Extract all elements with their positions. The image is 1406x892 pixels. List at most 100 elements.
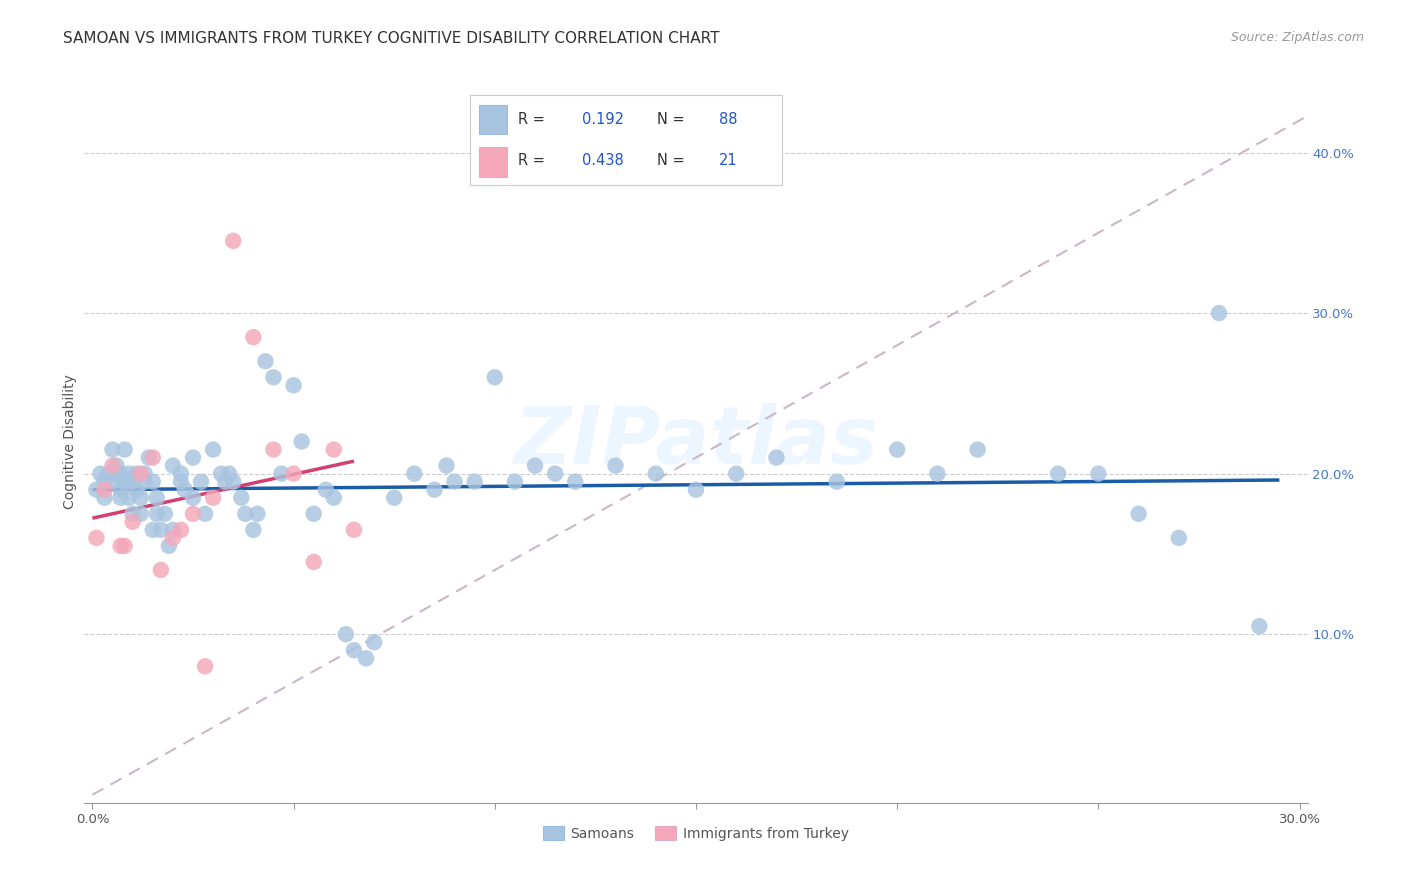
Point	[129, 491, 152, 505]
Point	[86, 531, 108, 545]
Point	[222, 475, 245, 489]
Point	[1208, 306, 1230, 320]
Point	[121, 475, 143, 489]
Point	[302, 555, 325, 569]
Point	[524, 458, 547, 473]
Point	[138, 450, 160, 465]
Point	[363, 635, 385, 649]
Point	[725, 467, 748, 481]
Point	[181, 491, 204, 505]
Point	[825, 475, 848, 489]
Point	[685, 483, 707, 497]
Point	[181, 507, 204, 521]
Point	[302, 507, 325, 521]
Point	[443, 475, 465, 489]
Point	[142, 475, 165, 489]
Point	[214, 475, 236, 489]
Point	[190, 475, 212, 489]
Point	[291, 434, 314, 449]
Point	[1128, 507, 1150, 521]
Point	[1047, 467, 1070, 481]
Point	[436, 458, 458, 473]
Point	[125, 483, 148, 497]
Point	[170, 475, 193, 489]
Point	[242, 330, 264, 344]
Point	[142, 523, 165, 537]
Point	[322, 442, 344, 457]
Point	[170, 523, 193, 537]
Point	[202, 491, 225, 505]
Point	[162, 523, 184, 537]
Point	[202, 442, 225, 457]
Point	[242, 523, 264, 537]
Point	[218, 467, 240, 481]
Point	[149, 523, 172, 537]
Point	[110, 483, 132, 497]
Point	[101, 458, 124, 473]
Point	[966, 442, 988, 457]
Point	[110, 467, 132, 481]
Point	[233, 507, 256, 521]
Point	[101, 475, 124, 489]
Point	[209, 467, 232, 481]
Point	[263, 370, 285, 384]
Point	[93, 475, 115, 489]
Point	[564, 475, 586, 489]
Point	[503, 475, 526, 489]
Point	[765, 450, 787, 465]
Point	[343, 643, 366, 657]
Point	[93, 491, 115, 505]
Legend: Samoans, Immigrants from Turkey: Samoans, Immigrants from Turkey	[537, 821, 855, 847]
Point	[263, 442, 285, 457]
Point	[1167, 531, 1189, 545]
Point	[464, 475, 486, 489]
Point	[114, 475, 136, 489]
Point	[254, 354, 277, 368]
Text: Source: ZipAtlas.com: Source: ZipAtlas.com	[1230, 31, 1364, 45]
Point	[162, 531, 184, 545]
Point	[97, 467, 120, 481]
Point	[162, 458, 184, 473]
Text: ZIPatlas: ZIPatlas	[513, 402, 879, 481]
Point	[181, 450, 204, 465]
Point	[222, 234, 245, 248]
Point	[423, 483, 446, 497]
Point	[231, 491, 253, 505]
Point	[117, 467, 139, 481]
Point	[927, 467, 949, 481]
Point	[544, 467, 567, 481]
Point	[93, 483, 115, 497]
Point	[114, 539, 136, 553]
Point	[354, 651, 377, 665]
Point	[404, 467, 426, 481]
Point	[129, 507, 152, 521]
Point	[322, 491, 344, 505]
Point	[110, 491, 132, 505]
Point	[89, 467, 111, 481]
Point	[114, 442, 136, 457]
Point	[644, 467, 666, 481]
Point	[134, 475, 156, 489]
Point	[121, 515, 143, 529]
Point	[1087, 467, 1109, 481]
Point	[246, 507, 269, 521]
Point	[157, 539, 180, 553]
Point	[146, 507, 169, 521]
Point	[101, 442, 124, 457]
Point	[343, 523, 366, 537]
Point	[153, 507, 176, 521]
Y-axis label: Cognitive Disability: Cognitive Disability	[63, 374, 77, 509]
Point	[170, 467, 193, 481]
Point	[1249, 619, 1271, 633]
Point	[129, 467, 152, 481]
Text: SAMOAN VS IMMIGRANTS FROM TURKEY COGNITIVE DISABILITY CORRELATION CHART: SAMOAN VS IMMIGRANTS FROM TURKEY COGNITI…	[63, 31, 720, 46]
Point	[886, 442, 908, 457]
Point	[146, 491, 169, 505]
Point	[194, 507, 217, 521]
Point	[194, 659, 217, 673]
Point	[110, 539, 132, 553]
Point	[315, 483, 337, 497]
Point	[105, 467, 128, 481]
Point	[382, 491, 405, 505]
Point	[283, 467, 305, 481]
